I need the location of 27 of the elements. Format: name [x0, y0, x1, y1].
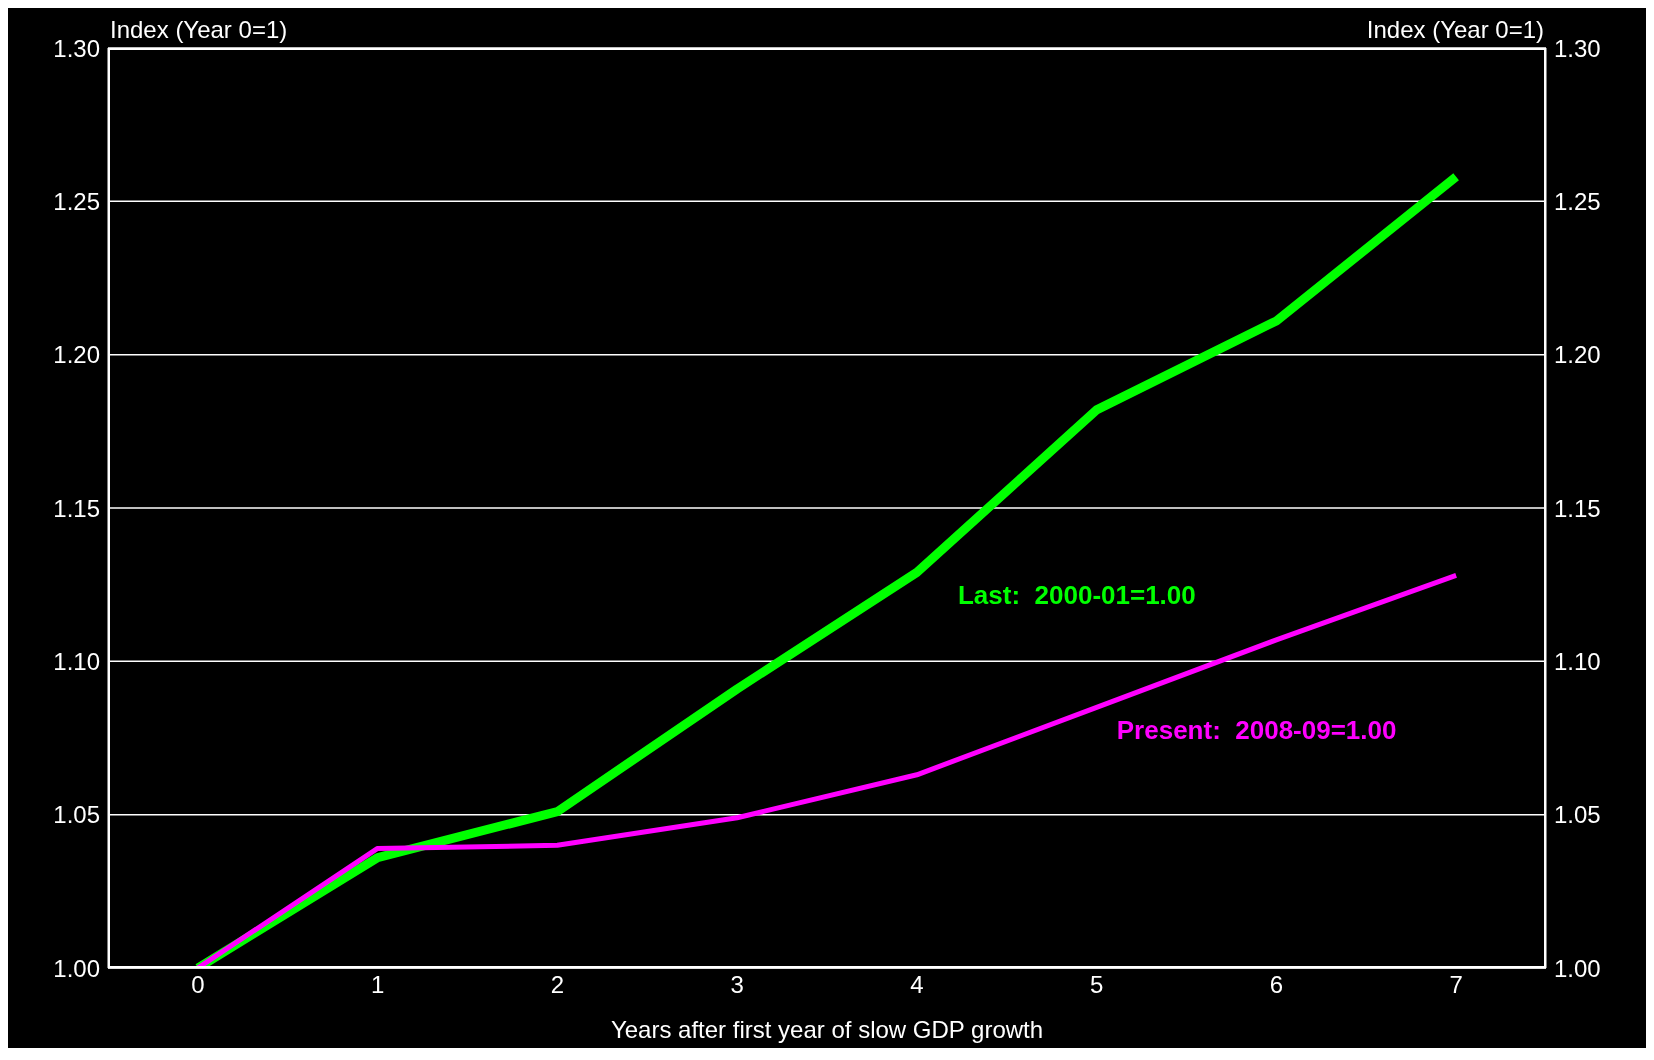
y2-tick-label: 1.15 [1554, 494, 1601, 522]
y2-tick-label: 1.05 [1554, 801, 1601, 829]
y-tick-label: 1.05 [53, 801, 100, 829]
y2-tick-label: 1.20 [1554, 341, 1601, 369]
x-tick-label: 2 [550, 971, 565, 999]
y-tick-label: 1.10 [53, 647, 100, 675]
x-axis-title: Years after first year of slow GDP growth [610, 1016, 1044, 1043]
x-tick-label: 1 [370, 971, 385, 999]
y-tick-label: 1.15 [53, 494, 100, 522]
y2-tick-label: 1.30 [1554, 34, 1601, 62]
x-tick-label: 6 [1269, 971, 1284, 999]
x-tick-label: 4 [910, 971, 924, 999]
x-tick-label: 5 [1089, 971, 1104, 999]
y-tick-label: 1.00 [53, 954, 100, 982]
x-tick-label: 0 [191, 971, 205, 999]
y2-tick-label: 1.25 [1554, 187, 1601, 215]
y2-tick-label: 1.00 [1554, 954, 1601, 982]
y-axis-title: Index (Year 0=1) [110, 16, 288, 44]
series-label: Last: 2000-01=1.00 [957, 580, 1196, 611]
y2-axis-title: Index (Year 0=1) [1366, 16, 1544, 44]
y-tick-label: 1.20 [53, 341, 100, 369]
x-tick-label: 7 [1449, 971, 1463, 999]
y2-tick-label: 1.10 [1554, 647, 1601, 675]
y-tick-label: 1.25 [53, 187, 100, 215]
y-tick-label: 1.30 [53, 34, 100, 62]
series-label: Present: 2008-09=1.00 [1116, 715, 1397, 746]
x-tick-label: 3 [730, 971, 744, 999]
